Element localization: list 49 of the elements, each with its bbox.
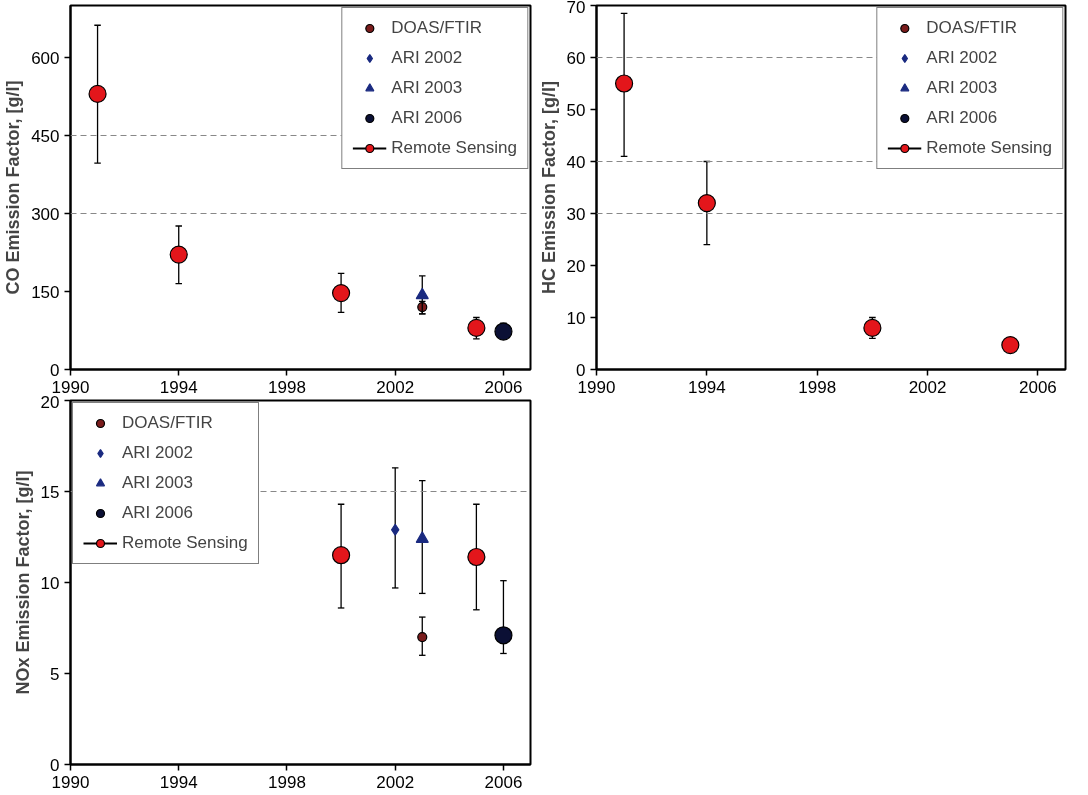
y-axis-title: HC Emission Factor, [g/l]	[538, 80, 559, 295]
y-tick-label: 40	[566, 152, 586, 172]
y-tick-label: 300	[31, 204, 60, 224]
legend-label: Remote Sensing	[926, 138, 1052, 158]
y-tick-label: 0	[576, 360, 586, 380]
y-tick-label: 0	[50, 755, 60, 775]
x-tick-label: 2002	[908, 377, 947, 397]
y-tick-label: 15	[40, 482, 60, 502]
y-tick-label: 450	[31, 126, 60, 146]
x-tick-label: 2002	[376, 772, 415, 792]
y-tick-label: 50	[566, 100, 586, 120]
legend-label: ARI 2003	[391, 78, 463, 98]
x-tick-label: 1998	[798, 377, 837, 397]
legend-label: Remote Sensing	[391, 138, 517, 158]
y-tick-label: 150	[31, 282, 60, 302]
legend-label: ARI 2002	[122, 443, 193, 463]
legend-label: ARI 2003	[122, 473, 193, 493]
legend-label: ARI 2002	[391, 48, 463, 68]
y-tick-label: 70	[566, 0, 586, 17]
y-tick-label: 5	[50, 664, 60, 684]
x-tick-label: 1998	[268, 772, 306, 792]
y-tick-label: 600	[31, 48, 60, 68]
y-axis-title: CO Emission Factor, [g/l]	[3, 80, 24, 295]
y-tick-label: 10	[40, 573, 60, 593]
y-tick-label: 30	[566, 204, 586, 224]
y-tick-label: 20	[566, 256, 586, 276]
x-tick-label: 2006	[484, 772, 523, 792]
y-tick-label: 60	[566, 48, 586, 68]
y-tick-label: 0	[50, 360, 60, 380]
x-tick-label: 1994	[687, 377, 726, 397]
x-tick-label: 2002	[376, 377, 415, 397]
legend-label: ARI 2003	[926, 78, 998, 98]
x-tick-label: 1990	[577, 377, 616, 397]
legend-label: ARI 2002	[926, 48, 998, 68]
legend-label: Remote Sensing	[122, 533, 248, 553]
x-tick-label: 1998	[268, 377, 306, 397]
x-tick-label: 2006	[484, 377, 523, 397]
y-axis-title: NOx Emission Factor, [g/l]	[12, 470, 33, 695]
legend-label: DOAS/FTIR	[926, 18, 1017, 38]
legend-label: ARI 2006	[122, 503, 193, 523]
x-tick-label: 1990	[51, 772, 90, 792]
x-tick-label: 2006	[1019, 377, 1057, 397]
legend-label: DOAS/FTIR	[122, 413, 213, 433]
x-tick-label: 1994	[159, 772, 198, 792]
legend-label: ARI 2006	[391, 108, 463, 128]
y-tick-label: 10	[566, 308, 586, 328]
legend-label: DOAS/FTIR	[391, 18, 482, 38]
legend-label: ARI 2006	[926, 108, 998, 128]
x-tick-label: 1994	[159, 377, 198, 397]
